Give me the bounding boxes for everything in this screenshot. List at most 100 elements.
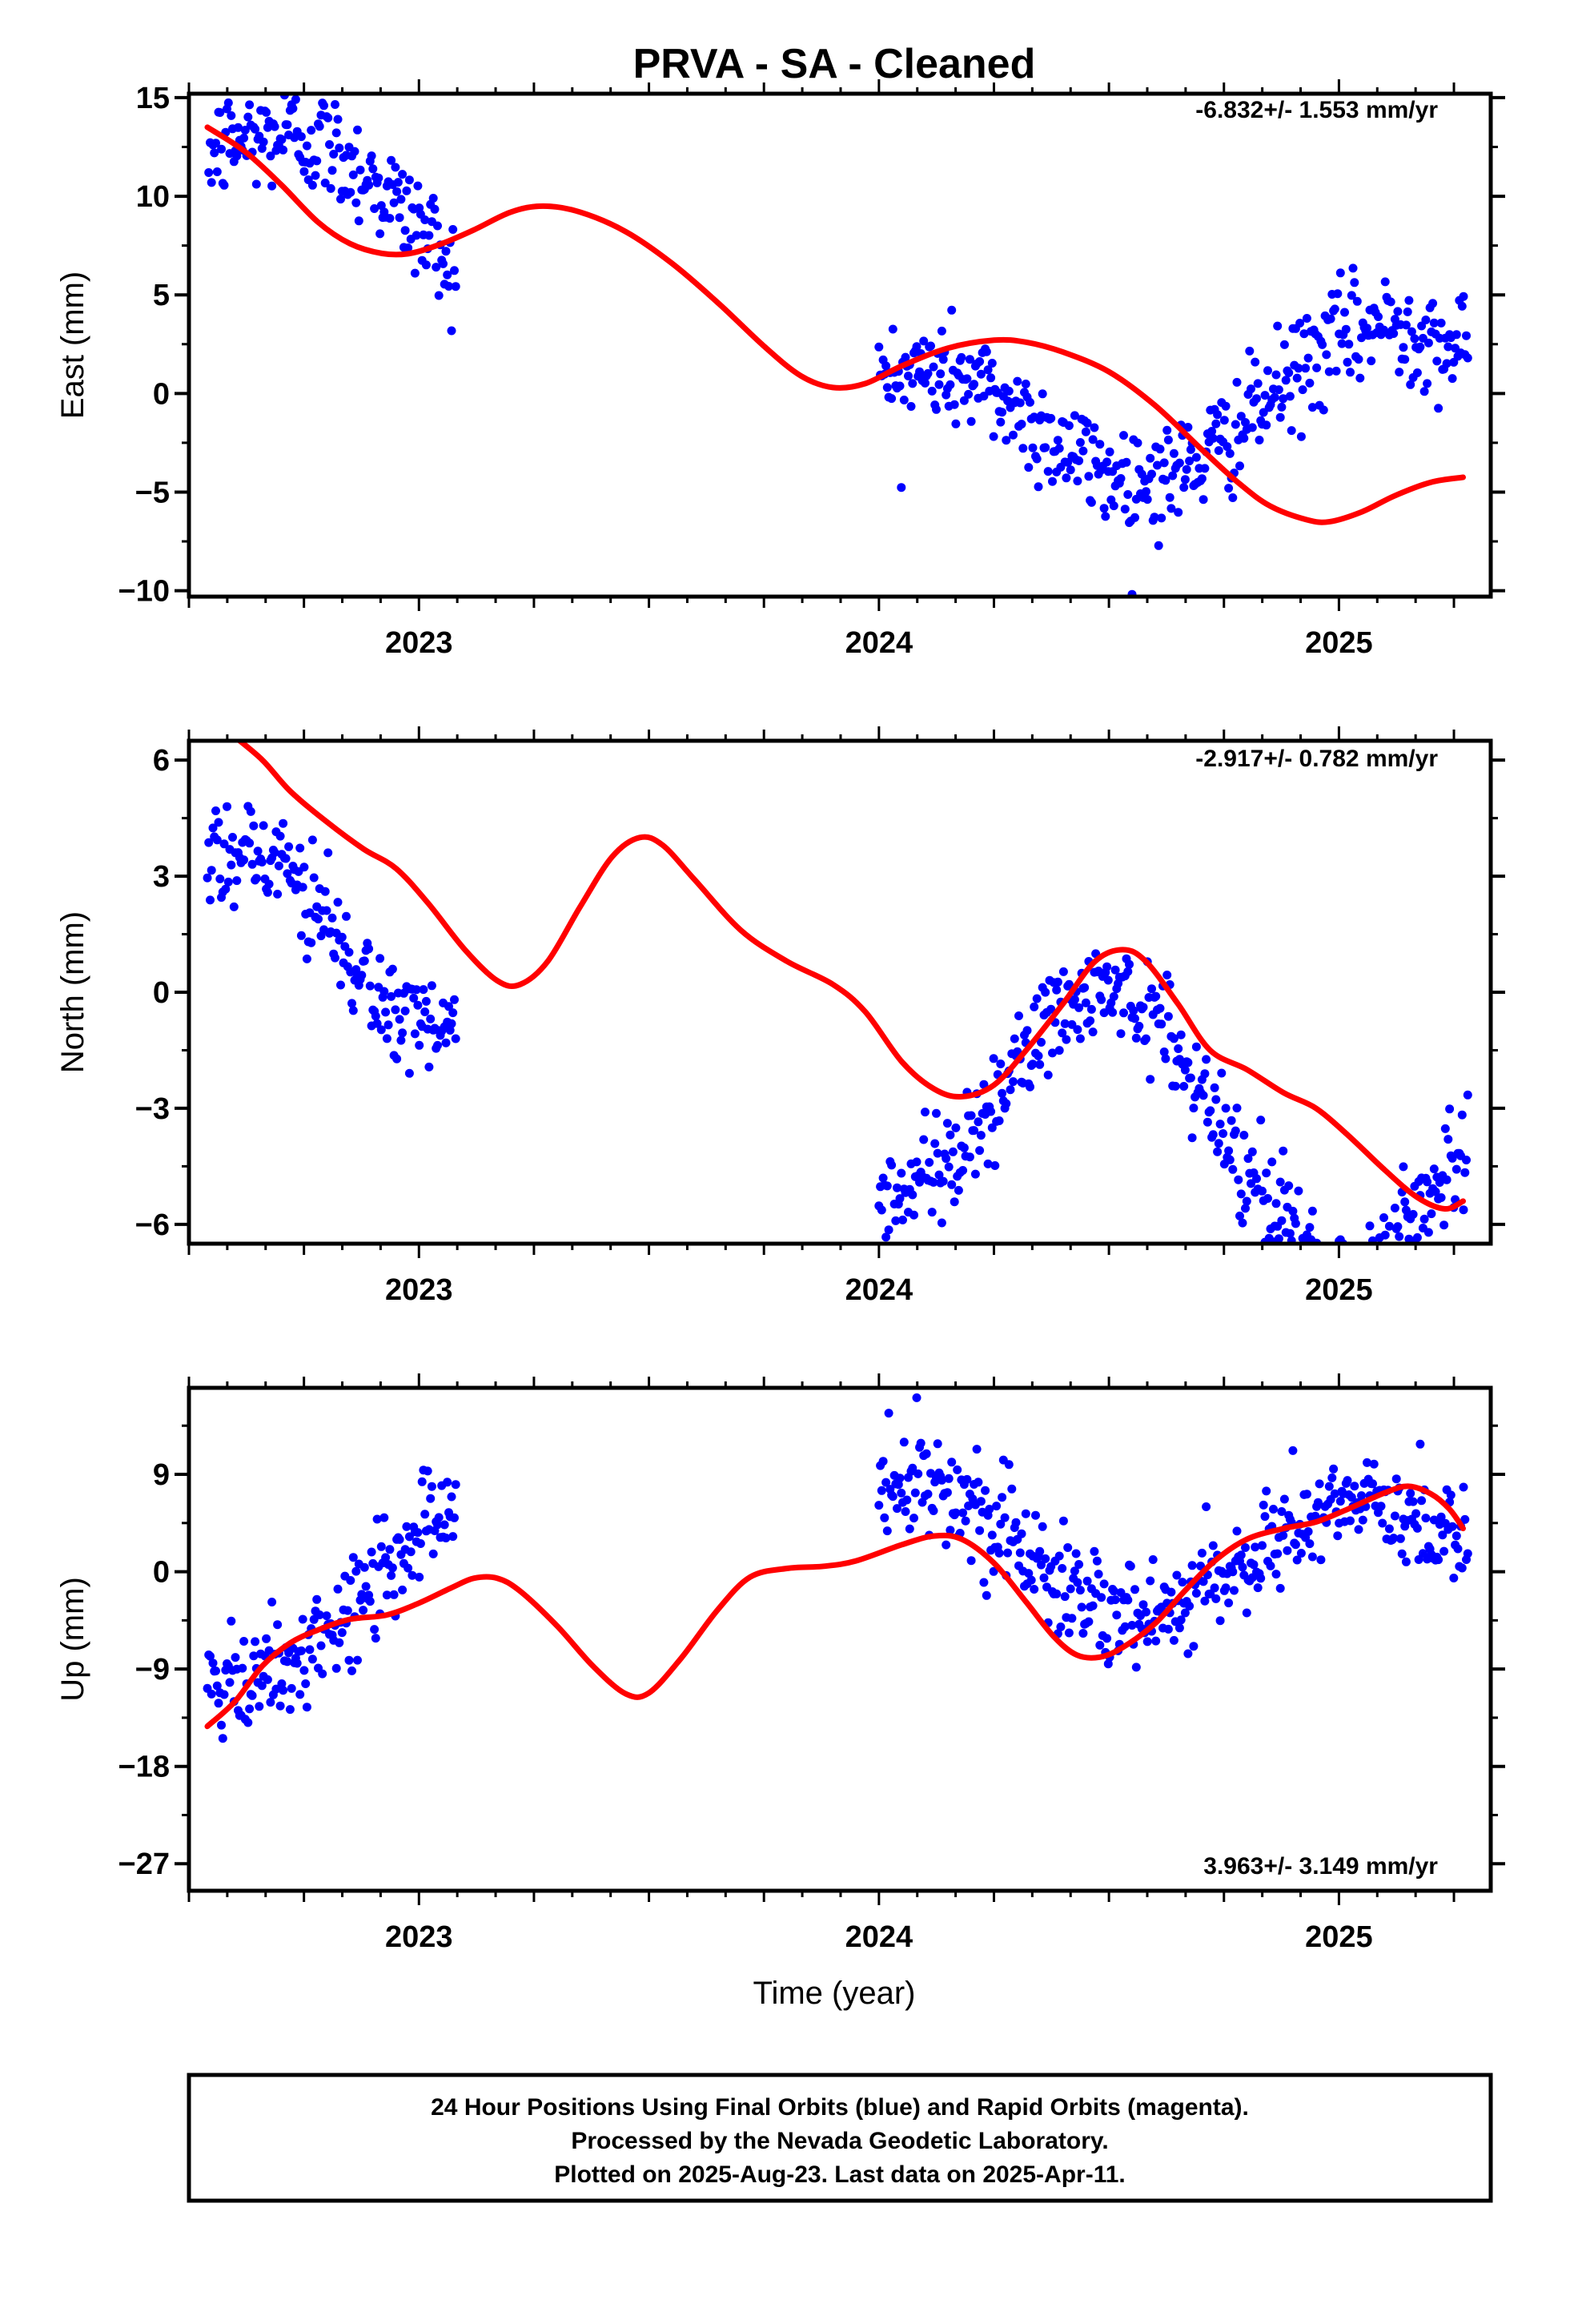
east-data-point bbox=[364, 180, 374, 190]
north-data-point bbox=[208, 823, 218, 833]
east-data-point bbox=[1348, 263, 1358, 273]
east-data-point bbox=[329, 150, 339, 159]
north-data-point bbox=[1108, 1007, 1118, 1017]
up-data-point bbox=[1302, 1490, 1311, 1499]
up-data-point bbox=[249, 1651, 259, 1661]
east-data-point bbox=[232, 151, 242, 161]
north-data-point bbox=[223, 877, 233, 887]
east-data-point bbox=[375, 229, 385, 239]
east-data-point bbox=[1428, 299, 1438, 308]
north-data-point bbox=[207, 866, 216, 875]
up-data-point bbox=[1172, 1570, 1182, 1580]
up-data-point bbox=[1056, 1622, 1066, 1631]
east-data-point bbox=[1406, 380, 1415, 389]
east-data-point bbox=[259, 137, 268, 147]
east-data-point bbox=[936, 369, 946, 379]
north-data-point bbox=[376, 1025, 386, 1035]
up-data-point bbox=[946, 1526, 955, 1535]
up-data-point bbox=[208, 1659, 218, 1668]
north-data-point bbox=[273, 890, 283, 899]
north-data-point bbox=[1060, 1019, 1070, 1028]
east-data-point bbox=[1330, 304, 1339, 314]
east-data-point bbox=[1157, 513, 1166, 523]
east-data-point bbox=[987, 359, 997, 368]
up-data-point bbox=[992, 1502, 1002, 1511]
east-data-point bbox=[210, 148, 219, 158]
east-data-point bbox=[1252, 394, 1261, 404]
footer-box bbox=[187, 2073, 1493, 2203]
north-data-point bbox=[253, 846, 263, 856]
north-data-point bbox=[1186, 1073, 1195, 1083]
north-data-point bbox=[1048, 1048, 1057, 1058]
north-data-point bbox=[1075, 1034, 1085, 1043]
north-data-point bbox=[919, 1135, 929, 1144]
north-data-point bbox=[1162, 971, 1172, 979]
up-data-point bbox=[874, 1501, 884, 1510]
up-data-point bbox=[238, 1663, 247, 1673]
east-data-point bbox=[975, 357, 985, 366]
up-data-point bbox=[1142, 1607, 1150, 1617]
up-data-point bbox=[1077, 1602, 1086, 1612]
up-data-point bbox=[1099, 1579, 1109, 1589]
east-data-point bbox=[413, 181, 423, 191]
north-data-point bbox=[958, 1166, 968, 1175]
north-data-point bbox=[1279, 1146, 1288, 1156]
east-data-point bbox=[888, 324, 897, 334]
north-data-point bbox=[1305, 1223, 1315, 1232]
north-data-point bbox=[259, 821, 268, 830]
north-data-point bbox=[413, 1000, 423, 1010]
up-data-point bbox=[1058, 1516, 1068, 1526]
east-data-point bbox=[1066, 465, 1075, 475]
east-data-point bbox=[1070, 411, 1079, 420]
up-data-point bbox=[273, 1620, 283, 1630]
up-data-point bbox=[1003, 1548, 1013, 1558]
east-data-point bbox=[1355, 373, 1365, 383]
north-data-point bbox=[934, 1170, 944, 1180]
north-data-point bbox=[1285, 1228, 1295, 1238]
east-data-point bbox=[950, 400, 959, 409]
up-data-point bbox=[346, 1576, 355, 1585]
up-data-point bbox=[395, 1534, 404, 1544]
north-data-point bbox=[1262, 1168, 1271, 1178]
east-data-point bbox=[1270, 392, 1279, 402]
north-data-point bbox=[1006, 1085, 1015, 1095]
up-data-point bbox=[909, 1514, 918, 1523]
north-data-point bbox=[1374, 1254, 1383, 1263]
east-data-point bbox=[240, 126, 250, 135]
east-data-point bbox=[1034, 482, 1043, 492]
east-data-point bbox=[354, 216, 363, 226]
up-data-point bbox=[1305, 1539, 1315, 1549]
north-data-point bbox=[881, 1232, 891, 1242]
up-data-point bbox=[910, 1488, 920, 1498]
up-data-point bbox=[912, 1393, 921, 1402]
up-data-point bbox=[1296, 1549, 1306, 1558]
east-data-point bbox=[912, 342, 921, 352]
north-data-point bbox=[1390, 1204, 1399, 1212]
up-data-point bbox=[1026, 1575, 1036, 1585]
east-data-point bbox=[374, 173, 383, 183]
east-data-point bbox=[1299, 329, 1309, 339]
east-data-point bbox=[1457, 301, 1467, 311]
north-data-point bbox=[1116, 1029, 1126, 1039]
east-data-point bbox=[1105, 447, 1114, 456]
up-data-point bbox=[1316, 1555, 1326, 1565]
chart-title: PRVA - SA - Cleaned bbox=[633, 41, 1036, 87]
north-xtick-label: 2025 bbox=[1305, 1273, 1373, 1307]
east-data-point bbox=[1287, 426, 1296, 436]
east-data-point bbox=[1185, 456, 1195, 466]
east-data-point bbox=[1064, 421, 1074, 430]
east-data-point bbox=[1319, 405, 1328, 415]
up-data-point bbox=[944, 1474, 954, 1483]
north-data-point bbox=[1227, 1116, 1236, 1125]
up-data-point bbox=[343, 1606, 352, 1615]
east-data-point bbox=[355, 165, 365, 175]
east-data-point bbox=[370, 204, 379, 213]
north-data-point bbox=[415, 1040, 424, 1050]
north-data-point bbox=[1138, 1003, 1148, 1012]
east-data-point bbox=[1024, 463, 1034, 472]
east-data-point bbox=[1162, 425, 1172, 435]
east-data-point bbox=[302, 141, 311, 151]
north-data-point bbox=[1372, 1249, 1381, 1258]
east-data-point bbox=[1354, 355, 1363, 364]
up-data-point bbox=[318, 1669, 327, 1679]
